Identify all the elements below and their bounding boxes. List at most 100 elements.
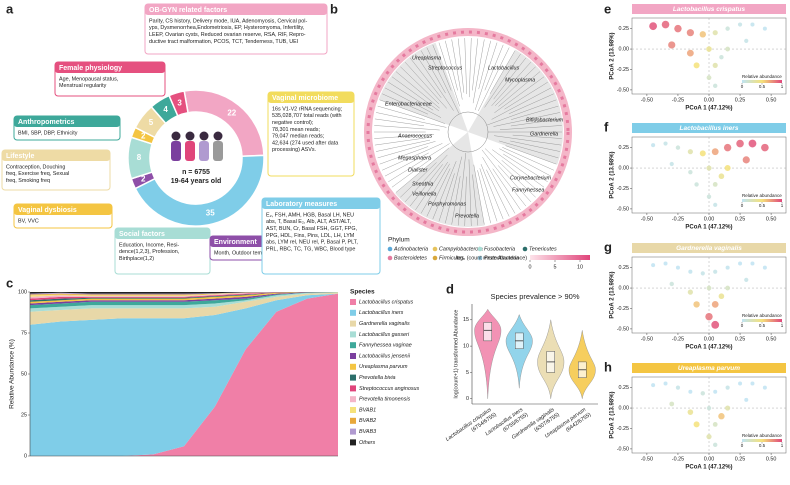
factor-text: 42,634 (274 used after data bbox=[272, 140, 338, 146]
colorbar-tick-label: 1 bbox=[781, 84, 784, 89]
legend-swatch bbox=[350, 439, 356, 446]
factor-text: PPG, HDL, Fins, Pins, LDL, LH, LYM bbox=[266, 233, 355, 239]
tree-branch bbox=[415, 53, 454, 111]
tree-branch bbox=[400, 162, 437, 198]
colorbar-label: Relative abundance bbox=[742, 313, 782, 318]
y-tick-label: 0.25 bbox=[619, 265, 630, 271]
point bbox=[668, 41, 676, 49]
figure-head bbox=[199, 131, 209, 141]
point bbox=[712, 62, 718, 68]
tree-branch bbox=[468, 159, 472, 226]
tree-branch bbox=[493, 57, 527, 100]
point bbox=[712, 181, 718, 187]
point bbox=[663, 381, 668, 386]
x-tick-label: 0.50 bbox=[766, 97, 777, 103]
x-tick-label: -0.25 bbox=[672, 336, 684, 342]
taxon-label: Lactobacillus bbox=[488, 65, 519, 71]
legend-label: Lactobacillus iners bbox=[359, 310, 404, 316]
legend-swatch bbox=[350, 320, 356, 327]
panel-label: e bbox=[604, 1, 611, 16]
legend-label: BVAB2 bbox=[359, 418, 376, 424]
legend-title: Phylum bbox=[388, 237, 410, 244]
point bbox=[686, 49, 694, 57]
factor-text: freq, Smoking freq bbox=[6, 178, 50, 184]
figure-body bbox=[213, 141, 223, 161]
tree-branch bbox=[376, 112, 447, 128]
point bbox=[718, 413, 725, 420]
stacked-area bbox=[30, 292, 338, 309]
tree-branch bbox=[478, 47, 510, 112]
donut-label: 2 bbox=[141, 132, 146, 141]
tree-branch bbox=[379, 99, 446, 124]
colorbar-tick-label: 0 bbox=[741, 323, 744, 328]
stacked-area bbox=[30, 292, 338, 304]
tree-branch bbox=[491, 62, 532, 106]
tree-branch bbox=[487, 99, 557, 126]
x-tick-label: 0.50 bbox=[766, 336, 777, 342]
legend-swatch bbox=[387, 255, 393, 261]
colorbar-tick-label: 0.5 bbox=[759, 203, 766, 208]
factor-text: yps, Dysmenorrhea,Endometriosis, EP, Hys… bbox=[149, 25, 305, 31]
factor-box-header bbox=[55, 62, 165, 73]
factor-text: dence(1,2,3), Profession, bbox=[119, 249, 180, 255]
tree-branch bbox=[457, 38, 465, 93]
panel-title: Gardnerella vaginalis bbox=[676, 245, 742, 252]
y-tick-label: -0.50 bbox=[617, 446, 629, 452]
stacked-area bbox=[30, 292, 338, 295]
x-tick-label: -0.50 bbox=[641, 456, 653, 462]
taxon-label: Megasphaera bbox=[398, 155, 431, 161]
stacked-area bbox=[30, 292, 338, 306]
tree-branch bbox=[497, 165, 532, 202]
factor-text: abs, LYM rel, NEU rel, P, Basal P, PLT, bbox=[266, 240, 358, 246]
tree-branch bbox=[481, 149, 527, 207]
tree-branch bbox=[388, 82, 434, 111]
tree-branch bbox=[494, 135, 562, 146]
stacked-area bbox=[30, 292, 338, 296]
y-tick-label: -0.25 bbox=[617, 67, 629, 73]
tree-branch bbox=[510, 140, 560, 152]
legend-label: Ureaplasma parvum bbox=[359, 364, 408, 370]
point bbox=[725, 405, 731, 411]
point bbox=[706, 46, 712, 52]
point bbox=[712, 421, 718, 427]
donut-label: 8 bbox=[137, 153, 142, 162]
x-tick-label: -0.50 bbox=[641, 336, 653, 342]
y-tick-label: 75 bbox=[21, 330, 27, 336]
y-tick-label: 0.25 bbox=[619, 26, 630, 32]
colorbar-tick-label: 0.5 bbox=[759, 443, 766, 448]
legend-swatch bbox=[432, 255, 438, 261]
legend-swatch bbox=[350, 407, 356, 413]
factor-text: Contraception, Douching bbox=[6, 164, 65, 170]
colorbar-tick-label: 0 bbox=[741, 443, 744, 448]
legend-label: Campylobacterota bbox=[439, 246, 483, 252]
colorbar-label: log₂ (count mean Abundance) bbox=[456, 255, 527, 261]
panel-label: h bbox=[604, 359, 612, 374]
point bbox=[748, 139, 757, 148]
factor-text: AST, BUN, Cr, Basal FSH, GGT, FPG, bbox=[266, 226, 358, 232]
factor-box-header bbox=[14, 204, 112, 215]
tree-branch bbox=[484, 148, 536, 198]
y-tick-label: 5 bbox=[466, 370, 469, 376]
legend-swatch bbox=[350, 396, 356, 403]
point bbox=[700, 271, 705, 276]
tree-branch bbox=[464, 38, 467, 95]
taxon-label: Fannyhessea bbox=[512, 187, 544, 193]
point bbox=[725, 385, 730, 390]
legend-label: Streptococcus anginosus bbox=[359, 386, 420, 392]
point bbox=[661, 20, 670, 29]
y-axis-title: log(count+1) transformed Abundance bbox=[453, 310, 459, 399]
y-tick-label: -0.25 bbox=[617, 426, 629, 432]
panel-label: a bbox=[6, 1, 14, 16]
legend-swatch bbox=[387, 246, 393, 252]
violin bbox=[505, 313, 533, 389]
point bbox=[694, 182, 699, 187]
point bbox=[687, 149, 693, 155]
point bbox=[651, 263, 656, 268]
colorbar-tick-label: 0 bbox=[741, 84, 744, 89]
point bbox=[712, 30, 718, 36]
tree-branch bbox=[492, 168, 521, 211]
point bbox=[675, 385, 681, 390]
point bbox=[663, 141, 668, 146]
factor-box-header bbox=[115, 228, 210, 239]
factor-text: E₂, FSH, AMH, HGB, Basal LH, NEU bbox=[266, 212, 354, 218]
